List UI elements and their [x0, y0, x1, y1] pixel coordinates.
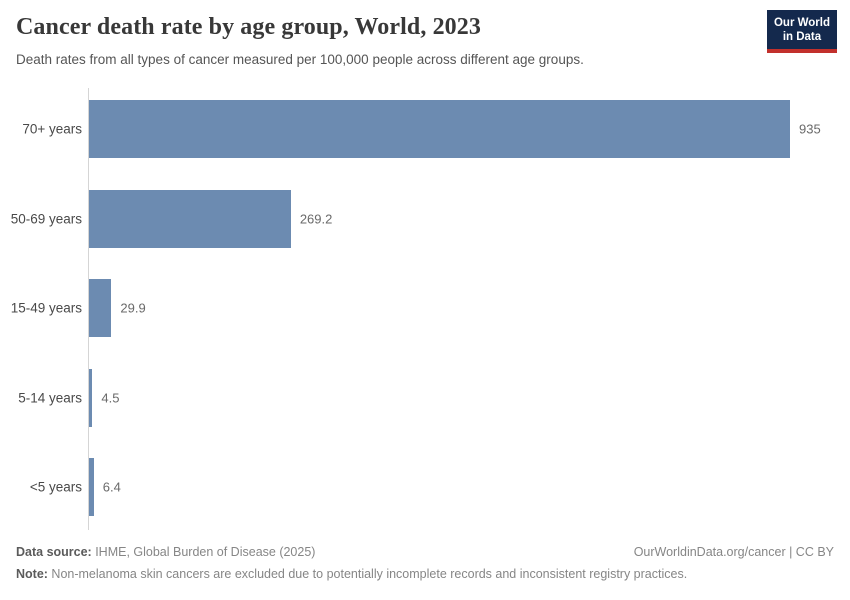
bar[interactable] — [89, 279, 112, 337]
note-value: Non-melanoma skin cancers are excluded d… — [47, 566, 688, 581]
value-label: 6.4 — [102, 479, 121, 495]
bar-row: 5-14 years 4.5 — [0, 368, 850, 427]
bar[interactable] — [89, 458, 94, 516]
note-label: Note: — [16, 566, 48, 581]
owid-logo-line2: in Data — [782, 31, 822, 44]
data-source-value: IHME, Global Burden of Disease (2025) — [91, 545, 316, 559]
data-source-label: Data source: — [16, 545, 92, 559]
chart-subtitle: Death rates from all types of cancer mea… — [16, 52, 584, 67]
footer-note-line: Note: Non-melanoma skin cancers are excl… — [16, 564, 834, 586]
category-label: 50-69 years — [10, 211, 82, 226]
bar[interactable] — [89, 368, 93, 427]
value-label: 29.9 — [120, 300, 146, 316]
chart-footer: Data source: IHME, Global Burden of Dise… — [16, 542, 834, 586]
bar[interactable] — [89, 100, 790, 158]
category-label: 15-49 years — [10, 300, 82, 316]
y-axis-line — [88, 88, 89, 530]
bar[interactable] — [89, 189, 291, 248]
credit-link[interactable]: OurWorldinData.org/cancer | CC BY — [633, 545, 834, 559]
value-label: 935 — [799, 121, 821, 137]
bar-row: 15-49 years 29.9 — [0, 279, 850, 337]
footer-source-line: Data source: IHME, Global Burden of Dise… — [16, 542, 834, 564]
category-label: 70+ years — [22, 121, 82, 137]
chart-title: Cancer death rate by age group, World, 2… — [16, 14, 481, 40]
bar-row: 50-69 years 269.2 — [0, 189, 850, 248]
bar-row: 70+ years 935 — [0, 100, 850, 158]
plot-area: 70+ years 935 50-69 years 269.2 15-49 years 2… — [0, 88, 850, 530]
value-label: 4.5 — [101, 390, 120, 405]
category-label: 5-14 years — [18, 390, 82, 405]
category-label: <5 years — [29, 479, 82, 495]
owid-logo[interactable]: Our World in Data — [766, 10, 837, 53]
bar-row: <5 years 6.4 — [0, 458, 850, 516]
owid-logo-line1: Our World — [773, 17, 830, 29]
value-label: 269.2 — [299, 211, 333, 226]
data-source-text: Data source: IHME, Global Burden of Dise… — [16, 542, 315, 564]
